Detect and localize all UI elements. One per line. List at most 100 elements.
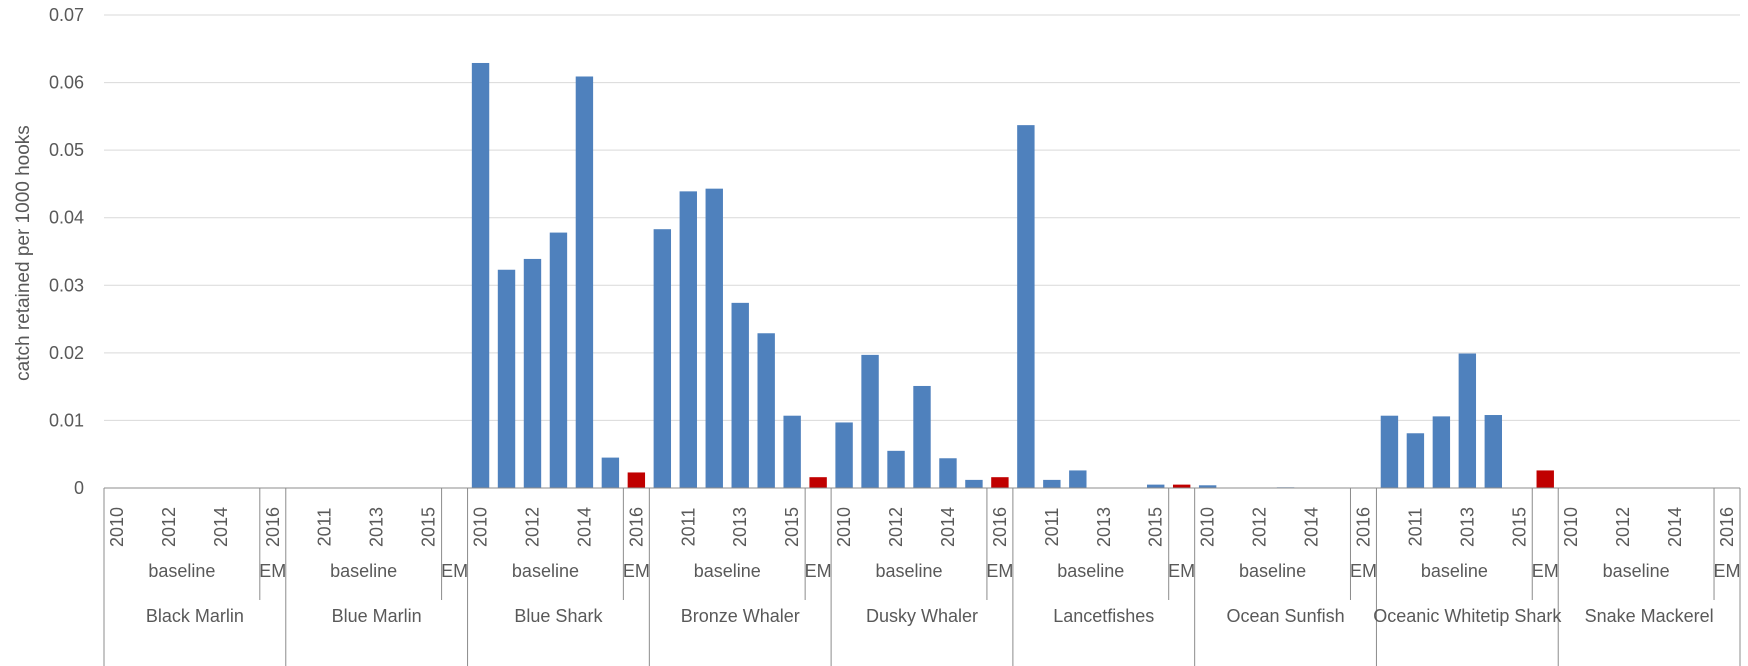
y-tick-label: 0.07 <box>49 5 84 25</box>
bar-bronze-whaler-2011 <box>679 191 697 488</box>
bar-lancetfishes-2015 <box>1147 484 1165 488</box>
period-label: baseline <box>875 561 942 581</box>
x-tick-label: 2013 <box>367 507 387 547</box>
bar-oceanic-whitetip-shark-2016 <box>1536 470 1554 488</box>
species-label: Lancetfishes <box>1053 606 1154 626</box>
y-tick-label: 0.01 <box>49 410 84 430</box>
x-tick-label: 2013 <box>1457 507 1477 547</box>
species-label: Ocean Sunfish <box>1227 606 1345 626</box>
period-label: baseline <box>1603 561 1670 581</box>
period-label: baseline <box>330 561 397 581</box>
x-tick-label: 2011 <box>678 508 698 547</box>
period-label: EM <box>1168 561 1195 581</box>
bar-blue-shark-2014 <box>575 76 594 489</box>
bar-oceanic-whitetip-shark-2012 <box>1432 416 1451 488</box>
x-tick-label: 2016 <box>1353 507 1373 547</box>
bar-blue-shark-2013 <box>549 232 568 488</box>
period-label: baseline <box>1421 561 1488 581</box>
x-tick-label: 2012 <box>1250 507 1270 547</box>
period-label: EM <box>1714 561 1741 581</box>
species-label: Snake Mackerel <box>1585 606 1714 626</box>
x-tick-label: 2015 <box>419 507 439 547</box>
x-tick-label: 2015 <box>782 507 802 547</box>
bar-lancetfishes-2010 <box>1017 125 1035 489</box>
bar-dusky-whaler-2012 <box>887 450 905 488</box>
bar-bronze-whaler-2010 <box>653 229 672 489</box>
x-tick-label: 2010 <box>1198 507 1218 547</box>
y-tick-label: 0.02 <box>49 343 84 363</box>
y-tick-label: 0 <box>74 478 84 498</box>
x-tick-label: 2014 <box>1302 507 1322 547</box>
bar-dusky-whaler-2014 <box>939 458 957 488</box>
x-tick-label: 2013 <box>1094 507 1114 547</box>
bar-blue-shark-2016 <box>627 472 646 488</box>
x-tick-label: 2016 <box>1717 507 1737 547</box>
x-tick-label: 2012 <box>886 507 906 547</box>
x-tick-label: 2016 <box>626 507 646 547</box>
x-tick-label: 2014 <box>574 507 594 547</box>
x-tick-label: 2012 <box>522 507 542 547</box>
species-label: Bronze Whaler <box>681 606 800 626</box>
bar-dusky-whaler-2010 <box>835 422 853 488</box>
bar-bronze-whaler-2014 <box>757 333 775 488</box>
x-tick-label: 2016 <box>263 507 283 547</box>
period-label: baseline <box>1057 561 1124 581</box>
x-tick-label: 2014 <box>938 507 958 547</box>
period-label: baseline <box>1239 561 1306 581</box>
bar-lancetfishes-2012 <box>1069 470 1087 488</box>
x-tick-label: 2010 <box>1561 507 1581 547</box>
x-tick-label: 2012 <box>1613 507 1633 547</box>
x-tick-label: 2014 <box>211 507 231 547</box>
bar-ocean-sunfish-2010 <box>1198 485 1217 488</box>
bar-lancetfishes-2016 <box>1172 484 1191 488</box>
labels: 0 0.01 0.02 0.03 0.04 0.05 0.06 0.07 2010 2012 201… <box>49 5 1741 626</box>
x-tick-label: 2010 <box>107 507 127 547</box>
species-label: Black Marlin <box>146 606 244 626</box>
period-label: EM <box>1532 561 1559 581</box>
bar-bronze-whaler-2015 <box>783 415 801 488</box>
bar-blue-shark-2010 <box>471 62 490 489</box>
bar-blue-shark-2011 <box>497 269 516 488</box>
y-tick-label: 0.06 <box>49 73 84 93</box>
species-label: Dusky Whaler <box>866 606 978 626</box>
x-tick-label: 2010 <box>471 507 491 547</box>
period-label: EM <box>441 561 468 581</box>
y-tick-label: 0.05 <box>49 140 84 160</box>
gridlines <box>104 14 1740 421</box>
bar-oceanic-whitetip-shark-2013 <box>1458 353 1477 488</box>
period-label: EM <box>623 561 650 581</box>
period-label: EM <box>259 561 286 581</box>
x-tick-label: 2015 <box>1146 507 1166 547</box>
species-label: Blue Shark <box>514 606 603 626</box>
period-label: EM <box>986 561 1013 581</box>
x-tick-label: 2011 <box>315 508 335 547</box>
period-label: baseline <box>148 561 215 581</box>
period-label: baseline <box>512 561 579 581</box>
bar-dusky-whaler-2016 <box>991 477 1009 488</box>
species-label: Oceanic Whitetip Shark <box>1373 606 1562 626</box>
bar-oceanic-whitetip-shark-2011 <box>1406 433 1425 488</box>
bar-oceanic-whitetip-shark-2010 <box>1380 415 1399 488</box>
bar-bronze-whaler-2013 <box>731 302 749 488</box>
bar-oceanic-whitetip-shark-2014 <box>1484 415 1503 488</box>
bars <box>471 62 1554 489</box>
period-label: EM <box>805 561 832 581</box>
x-tick-label: 2011 <box>1405 508 1425 547</box>
bar-dusky-whaler-2011 <box>861 354 879 488</box>
bar-dusky-whaler-2015 <box>965 479 983 488</box>
x-tick-label: 2013 <box>730 507 750 547</box>
species-label: Blue Marlin <box>332 606 422 626</box>
y-axis-title: catch retained per 1000 hooks <box>13 125 34 381</box>
bar-lancetfishes-2011 <box>1043 479 1061 488</box>
x-tick-label: 2010 <box>834 507 854 547</box>
x-tick-label: 2014 <box>1665 507 1685 547</box>
axes <box>103 487 1741 666</box>
bar-blue-shark-2015 <box>601 457 620 488</box>
period-label: baseline <box>694 561 761 581</box>
x-tick-label: 2015 <box>1509 507 1529 547</box>
x-tick-label: 2012 <box>159 507 179 547</box>
bar-dusky-whaler-2013 <box>913 385 931 488</box>
x-tick-label: 2011 <box>1042 508 1062 547</box>
period-label: EM <box>1350 561 1377 581</box>
